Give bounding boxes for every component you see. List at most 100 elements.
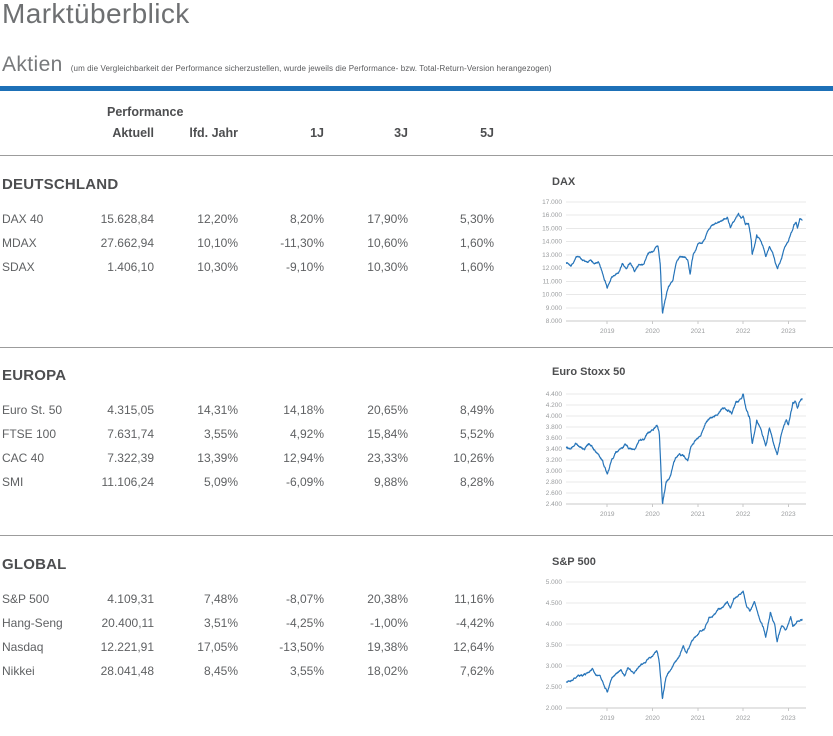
chart-dax: DAX 17.000 16.000 15.000 14.000 13.000 12.000… <box>540 176 810 338</box>
accent-rule <box>0 86 833 91</box>
svg-text:3.200: 3.200 <box>546 457 563 464</box>
header-spacer <box>2 126 97 140</box>
table-row: DAX 40 15.628,84 12,20% 8,20% 17,90% 5,30% <box>2 207 494 231</box>
value-y3: 15,84% <box>367 427 408 441</box>
svg-text:2.600: 2.600 <box>546 490 563 497</box>
svg-text:2022: 2022 <box>736 328 751 335</box>
svg-text:2022: 2022 <box>736 511 751 518</box>
svg-text:16.000: 16.000 <box>542 212 562 219</box>
svg-text:4.000: 4.000 <box>546 621 563 628</box>
value-lfd: 10,10% <box>197 236 238 250</box>
svg-text:13.000: 13.000 <box>542 252 562 259</box>
page-title: Marktüberblick <box>2 0 190 29</box>
aktien-note: (um die Vergleichbarkeit der Performance… <box>70 64 552 73</box>
value-y3: 23,33% <box>367 451 408 465</box>
value-lfd: 3,55% <box>203 427 238 441</box>
value-lfd: 14,31% <box>197 403 238 417</box>
col-header-5j: 5J <box>480 126 494 140</box>
table-header-row: Aktuell lfd. Jahr 1J 3J 5J <box>2 126 494 140</box>
value-y1: 14,18% <box>283 403 324 417</box>
value-y5: 1,60% <box>459 260 494 274</box>
value-y3: 10,60% <box>367 236 408 250</box>
value-y1: 3,55% <box>289 664 324 678</box>
svg-text:3.800: 3.800 <box>546 424 563 431</box>
svg-text:2022: 2022 <box>736 715 751 722</box>
value-y1: -13,50% <box>279 640 324 654</box>
section-rows: Euro St. 50 4.315,05 14,31% 14,18% 20,65% 8,4… <box>2 398 494 494</box>
value-y5: 5,30% <box>459 212 494 226</box>
svg-text:2019: 2019 <box>600 328 615 335</box>
table-group-header: Performance <box>107 105 184 119</box>
svg-text:2020: 2020 <box>645 328 660 335</box>
value-aktuell: 28.041,48 <box>100 664 154 678</box>
value-aktuell: 1.406,10 <box>107 260 154 274</box>
value-aktuell: 15.628,84 <box>100 212 154 226</box>
index-name: FTSE 100 <box>2 427 57 441</box>
value-y1: 4,92% <box>289 427 324 441</box>
value-lfd: 7,48% <box>203 592 238 606</box>
value-y5: 1,60% <box>459 236 494 250</box>
divider <box>0 155 833 156</box>
svg-text:3.600: 3.600 <box>546 435 563 442</box>
dax-line-chart: 17.000 16.000 15.000 14.000 13.000 12.000 11.0… <box>542 199 806 335</box>
value-aktuell: 4.315,05 <box>107 403 154 417</box>
svg-text:12.000: 12.000 <box>542 265 562 272</box>
table-row: Hang-Seng 20.400,11 3,51% -4,25% -1,00% -4,42… <box>2 611 494 635</box>
col-header-3j: 3J <box>394 126 408 140</box>
value-y1: -11,30% <box>280 236 324 250</box>
svg-text:4.200: 4.200 <box>546 402 563 409</box>
index-name: Nasdaq <box>2 640 44 654</box>
svg-text:2023: 2023 <box>781 715 796 722</box>
value-y1: 8,20% <box>289 212 324 226</box>
svg-text:2023: 2023 <box>781 328 796 335</box>
table-row: FTSE 100 7.631,74 3,55% 4,92% 15,84% 5,52% <box>2 422 494 446</box>
value-aktuell: 4.109,31 <box>107 592 154 606</box>
svg-text:11.000: 11.000 <box>543 278 563 285</box>
divider <box>0 347 833 348</box>
value-y5: 12,64% <box>453 640 494 654</box>
svg-text:3.500: 3.500 <box>546 642 563 649</box>
index-name: Nikkei <box>2 664 35 678</box>
svg-text:2020: 2020 <box>645 715 660 722</box>
col-header-1j: 1J <box>310 126 324 140</box>
value-y1: -6,09% <box>285 475 324 489</box>
svg-text:4.500: 4.500 <box>546 600 563 607</box>
value-y5: 8,28% <box>459 475 494 489</box>
index-name: Euro St. 50 <box>2 403 63 417</box>
svg-text:2.000: 2.000 <box>546 705 563 712</box>
value-lfd: 17,05% <box>197 640 238 654</box>
svg-text:2021: 2021 <box>691 328 706 335</box>
svg-text:3.400: 3.400 <box>546 446 563 453</box>
table-row: MDAX 27.662,94 10,10% -11,30% 10,60% 1,60% <box>2 231 494 255</box>
col-header-lfd-jahr: lfd. Jahr <box>189 126 238 140</box>
chart-title: S&P 500 <box>552 556 596 568</box>
svg-text:2.800: 2.800 <box>546 479 563 486</box>
table-row: SMI 11.106,24 5,09% -6,09% 9,88% 8,28% <box>2 470 494 494</box>
section-heading: EUROPA <box>2 367 67 384</box>
value-y1: -9,10% <box>285 260 324 274</box>
euro-stoxx-line-chart: 4.400 4.200 4.000 3.800 3.600 3.400 3.200 3.000… <box>546 391 806 518</box>
svg-text:14.000: 14.000 <box>542 239 562 246</box>
value-lfd: 12,20% <box>197 212 238 226</box>
value-lfd: 5,09% <box>203 475 238 489</box>
index-name: Hang-Seng <box>2 616 63 630</box>
table-row: CAC 40 7.322,39 13,39% 12,94% 23,33% 10,26% <box>2 446 494 470</box>
index-name: SMI <box>2 475 24 489</box>
value-lfd: 13,39% <box>197 451 238 465</box>
col-header-aktuell: Aktuell <box>112 126 154 140</box>
table-row: S&P 500 4.109,31 7,48% -8,07% 20,38% 11,16% <box>2 587 494 611</box>
svg-text:4.400: 4.400 <box>546 391 563 398</box>
index-name: CAC 40 <box>2 451 45 465</box>
value-y5: 11,16% <box>454 592 494 606</box>
value-y5: -4,42% <box>455 616 494 630</box>
chart-euro-stoxx-50: Euro Stoxx 50 4.400 4.200 4.000 3.800 3.600 3… <box>540 366 810 521</box>
chart-title: DAX <box>552 176 576 188</box>
value-y3: -1,00% <box>369 616 408 630</box>
section-europa: EUROPA Euro St. 50 4.315,05 14,31% 14,18% 20… <box>2 367 494 494</box>
index-name: S&P 500 <box>2 592 50 606</box>
table-row: Euro St. 50 4.315,05 14,31% 14,18% 20,65% 8,4… <box>2 398 494 422</box>
value-lfd: 3,51% <box>203 616 238 630</box>
value-aktuell: 7.631,74 <box>107 427 154 441</box>
svg-text:2021: 2021 <box>691 511 706 518</box>
